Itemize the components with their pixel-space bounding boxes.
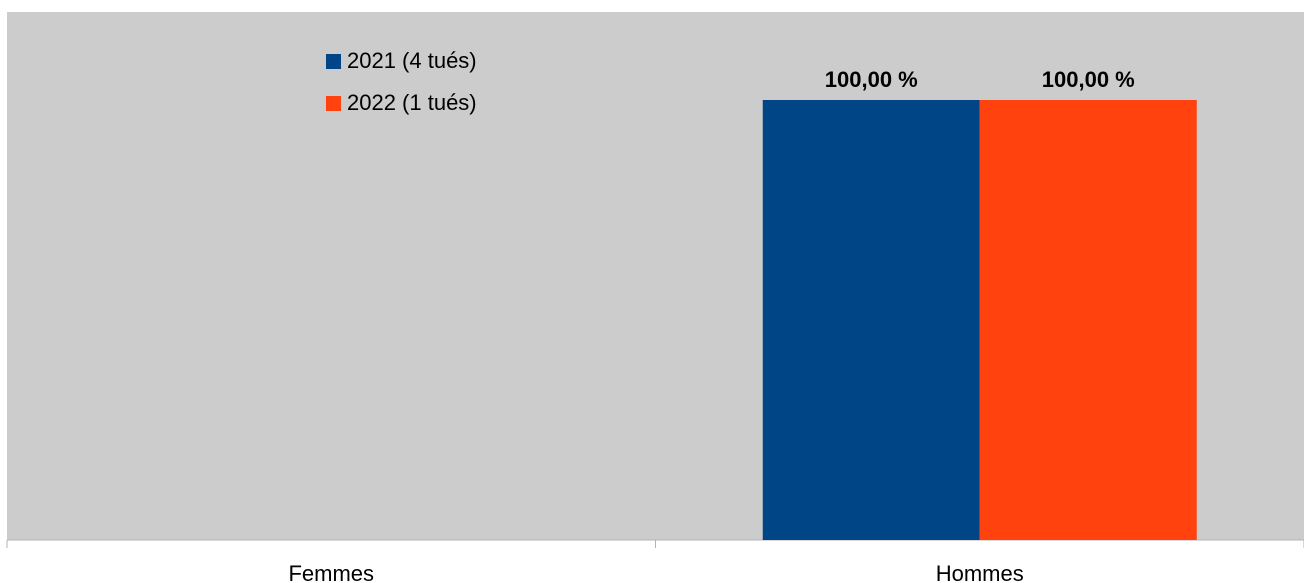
legend-swatch-2022 bbox=[326, 95, 341, 111]
legend-label-2022: 2022 (1 tués) bbox=[347, 90, 477, 115]
legend-swatch-2021 bbox=[326, 53, 341, 69]
data-label-hommes-series-0: 100,00 % bbox=[825, 67, 918, 92]
x-tick-label-femmes: Femmes bbox=[288, 561, 374, 583]
legend-item-2022: 2022 (1 tués) bbox=[326, 90, 477, 116]
legend: 2021 (4 tués) 2022 (1 tués) bbox=[326, 48, 477, 132]
bar-hommes-series-0 bbox=[762, 100, 980, 540]
data-label-hommes-series-1: 100,00 % bbox=[1042, 67, 1135, 92]
legend-item-2021: 2021 (4 tués) bbox=[326, 48, 477, 74]
bars bbox=[762, 100, 1197, 540]
bar-hommes-series-1 bbox=[979, 100, 1197, 540]
legend-label-2021: 2021 (4 tués) bbox=[347, 48, 477, 73]
x-axis: Femmes Hommes bbox=[6, 539, 1304, 583]
x-tick-label-hommes: Hommes bbox=[936, 561, 1024, 583]
data-labels: 100,00 % 100,00 % bbox=[825, 67, 1135, 92]
